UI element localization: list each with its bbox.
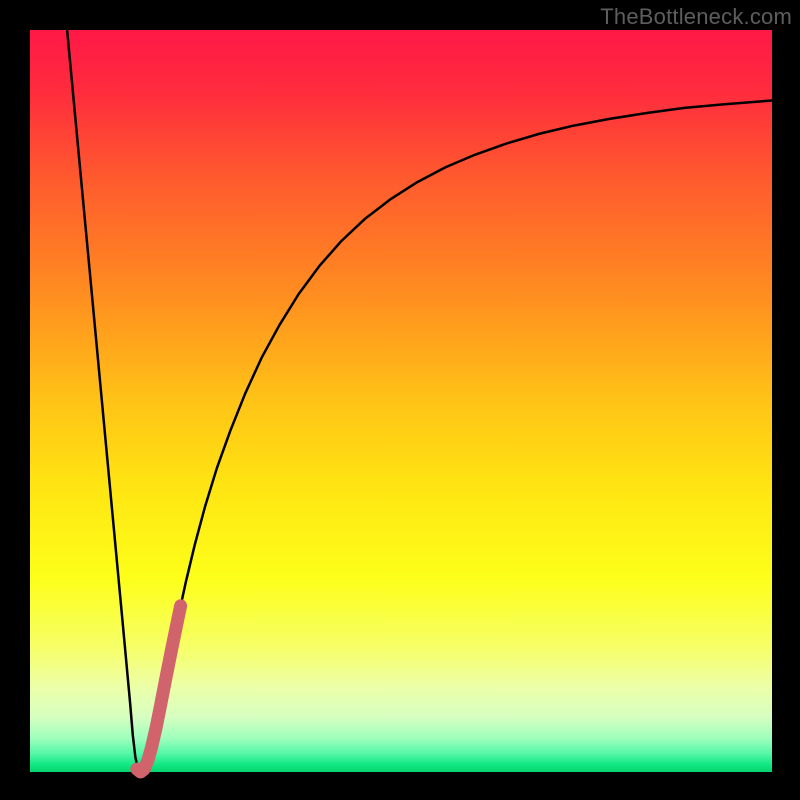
chart-frame: TheBottleneck.com bbox=[0, 0, 800, 800]
bottleneck-chart bbox=[0, 0, 800, 800]
plot-background bbox=[30, 30, 772, 772]
attribution-watermark: TheBottleneck.com bbox=[600, 4, 792, 30]
